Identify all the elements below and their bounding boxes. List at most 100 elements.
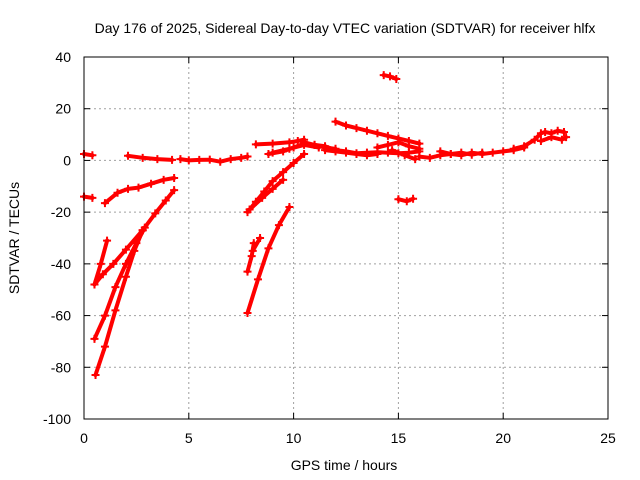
data-point <box>124 151 133 160</box>
data-point <box>96 259 105 268</box>
data-track <box>321 146 382 160</box>
data-track <box>245 175 288 214</box>
data-point <box>321 146 330 155</box>
data-point <box>161 196 170 205</box>
data-point <box>386 72 395 81</box>
data-point <box>536 129 545 138</box>
data-point <box>111 283 120 292</box>
data-layer <box>80 71 571 380</box>
data-point <box>362 151 371 160</box>
data-point <box>103 236 112 245</box>
data-point <box>383 148 392 157</box>
data-point <box>536 137 545 146</box>
data-point <box>392 74 401 83</box>
x-tick-label: 10 <box>286 430 302 446</box>
x-tick-label: 0 <box>80 430 88 446</box>
data-track <box>176 152 252 166</box>
data-point <box>457 148 466 157</box>
data-point <box>285 144 294 153</box>
data-point <box>331 147 340 156</box>
x-tick-label: 25 <box>600 430 616 446</box>
data-point <box>541 127 550 136</box>
data-point <box>285 202 294 211</box>
data-point <box>247 252 256 261</box>
data-point <box>446 149 455 158</box>
data-point <box>151 209 160 218</box>
data-point <box>520 142 529 151</box>
y-tick-label: -80 <box>51 359 71 375</box>
data-point <box>557 135 566 144</box>
data-point <box>394 195 403 204</box>
data-point <box>256 234 265 242</box>
data-point <box>90 280 99 289</box>
data-point <box>509 144 518 153</box>
data-point <box>530 135 539 144</box>
data-point <box>100 342 109 351</box>
data-point <box>138 153 147 162</box>
data-point <box>184 156 193 165</box>
data-track-line <box>92 188 177 287</box>
data-point <box>436 147 445 156</box>
data-point <box>216 157 225 166</box>
data-point <box>553 126 562 135</box>
data-point <box>559 127 568 136</box>
chart-title: Day 176 of 2025, Sidereal Day-to-day VTE… <box>95 20 596 36</box>
data-point <box>159 175 168 184</box>
data-point <box>342 148 350 157</box>
y-tick-label: 20 <box>55 101 71 117</box>
data-point <box>388 146 397 155</box>
data-point <box>383 140 392 149</box>
data-point <box>383 131 392 140</box>
data-point <box>121 272 130 281</box>
data-point <box>402 197 411 206</box>
data-point <box>268 148 277 157</box>
data-point <box>243 308 252 317</box>
data-track <box>91 226 147 380</box>
data-point <box>373 143 382 152</box>
data-point <box>499 147 508 156</box>
data-point <box>153 155 162 164</box>
data-point <box>88 151 97 160</box>
data-track <box>536 133 571 146</box>
data-point <box>274 221 283 230</box>
data-point <box>331 117 340 126</box>
data-track <box>379 71 401 83</box>
data-point <box>258 193 267 202</box>
data-point <box>562 133 571 142</box>
data-point <box>124 184 133 193</box>
data-point <box>279 168 288 177</box>
data-point <box>352 149 361 158</box>
data-track <box>124 151 177 164</box>
data-track-line <box>126 153 174 162</box>
data-point <box>394 138 403 147</box>
data-point <box>100 311 109 320</box>
data-point <box>90 334 99 343</box>
y-tick-label: -100 <box>43 411 71 427</box>
data-point <box>279 175 288 184</box>
data-track <box>100 174 179 208</box>
data-point <box>98 270 107 279</box>
data-point <box>415 144 424 153</box>
data-track <box>90 236 112 289</box>
data-point <box>138 226 147 235</box>
data-track <box>243 202 294 317</box>
data-point <box>100 199 109 208</box>
x-axis-label: GPS time / hours <box>291 457 398 473</box>
data-point <box>113 188 122 197</box>
data-track-line <box>270 142 321 155</box>
data-point <box>411 155 420 164</box>
data-point <box>109 259 118 268</box>
data-point <box>170 186 179 195</box>
data-point <box>91 371 100 380</box>
data-point <box>362 126 371 135</box>
data-track <box>373 138 424 153</box>
data-point <box>245 205 254 214</box>
data-point <box>425 153 434 162</box>
data-point <box>205 155 214 164</box>
grid-layer <box>84 57 608 419</box>
data-track <box>251 135 309 149</box>
data-point <box>409 194 418 203</box>
plot-frame <box>83 56 609 420</box>
x-tick-label: 15 <box>391 430 407 446</box>
data-track-line <box>93 228 145 377</box>
